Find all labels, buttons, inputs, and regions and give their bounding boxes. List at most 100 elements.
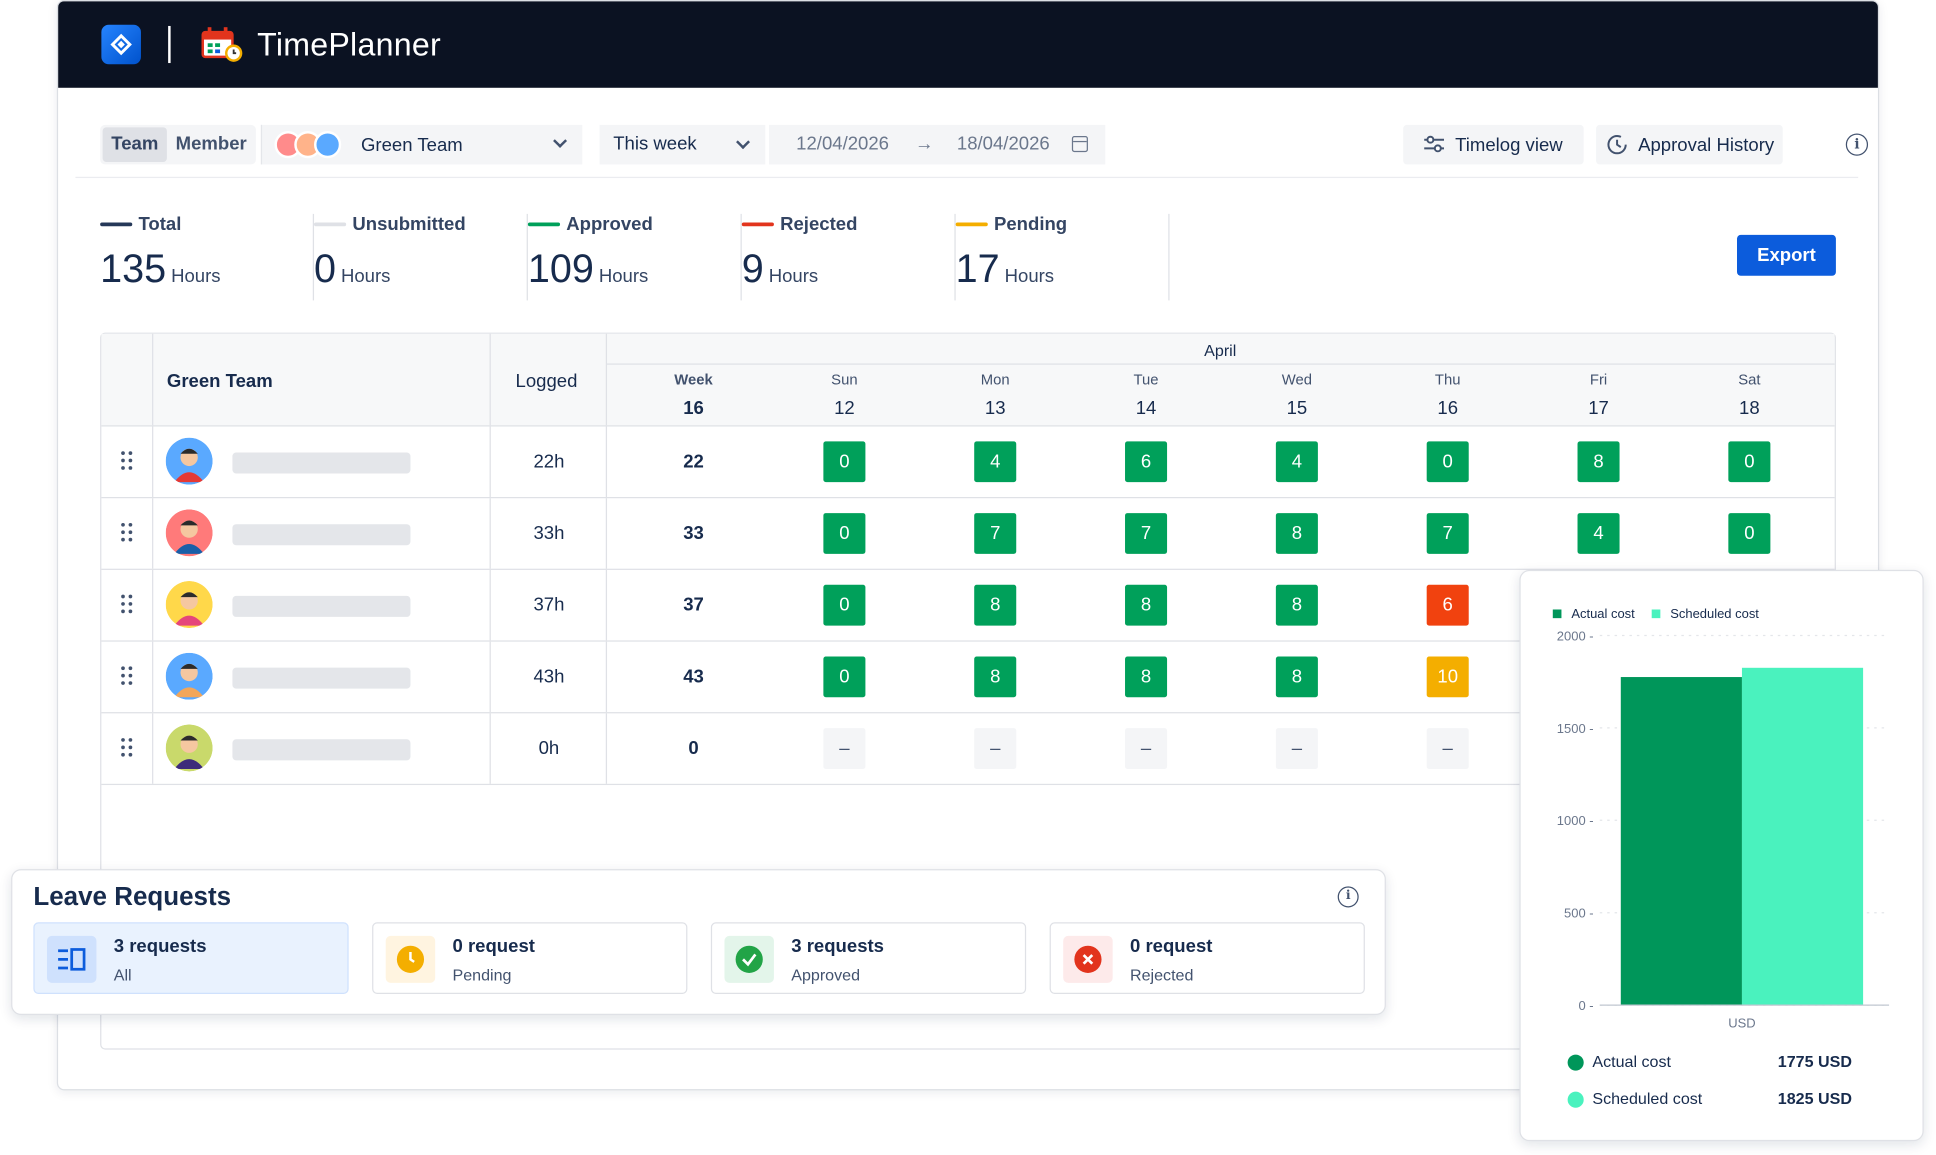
logged-hours: 33h [533,522,565,544]
member-name-placeholder [232,739,411,761]
team-avatars [274,131,342,159]
legend-dot [1567,1091,1584,1108]
logged-hours: 37h [533,594,565,616]
day-hours-cell[interactable]: 8 [1275,513,1318,554]
day-hours-cell[interactable]: 8 [1125,584,1168,626]
day-hours-cell[interactable]: 0 [1728,441,1771,483]
day-hours-cell[interactable]: 4 [1275,441,1318,483]
drag-handle-icon[interactable] [121,522,133,543]
team-select-value: Green Team [360,134,463,156]
cost-bar-chart: Actual cost Scheduled cost 2000 - 1500 - 100… [1552,606,1890,1030]
logged-hours: 43h [533,666,565,688]
tab-member[interactable]: Member [175,133,247,155]
app-title: TimePlanner [257,25,441,63]
drag-handle-icon[interactable] [121,594,133,615]
day-hours-cell[interactable]: 0 [823,656,866,698]
legend-swatch [1651,609,1661,619]
y-tick-label: 500 - [1564,906,1594,921]
table-row[interactable]: 0h 0 – – – – – [101,713,1835,786]
approval-history-button[interactable]: Approval History [1596,124,1783,165]
day-hours-cell[interactable]: 8 [1577,441,1620,483]
day-hours-cell[interactable]: – [1275,728,1318,769]
day-hours-cell[interactable]: 8 [974,584,1017,626]
month-label: April [1204,341,1237,360]
table-row[interactable]: 33h 33 0 7 7 8 7 4 0 [101,498,1835,570]
table-row[interactable]: 37h 37 0 8 8 8 6 [101,569,1835,642]
week-total: 43 [683,666,704,688]
avatar [314,131,342,159]
legend-label: Actual cost [1571,606,1635,621]
stat-number: 0 [314,246,337,291]
day-hours-cell[interactable]: 8 [1275,584,1318,626]
stat-number: 109 [527,246,594,291]
member-name-placeholder [232,452,411,474]
period-select[interactable]: This week [599,124,766,165]
leave-card-count: 3 requests [113,935,207,957]
day-number: 17 [1588,398,1609,420]
team-select[interactable]: Green Team [260,124,583,165]
leave-requests-title: Leave Requests [33,882,232,912]
stat-unit: Hours [171,265,221,287]
info-icon[interactable]: i [1337,886,1359,908]
day-hours-cell[interactable]: 0 [823,441,866,483]
day-hours-cell[interactable]: 7 [1125,513,1168,554]
day-column-header: Thu 16 [1392,371,1503,419]
day-hours-cell[interactable]: – [823,728,866,769]
day-hours-cell[interactable]: 4 [1577,513,1620,554]
day-hours-cell[interactable]: – [1125,728,1168,769]
day-hours-cell[interactable]: 7 [1426,513,1469,554]
day-hours-cell[interactable]: 6 [1125,441,1168,483]
filter-bar: Team Member Green Team This week 12/04/2… [100,124,1869,167]
week-column-header: Week 16 [638,371,749,419]
y-tick-label: 1000 - [1557,813,1594,828]
day-hours-cell[interactable]: 7 [974,513,1017,554]
drag-handle-icon[interactable] [121,738,133,758]
leave-card-status: Pending [452,965,512,985]
stat-pending: Pending 17 Hours [955,211,1170,301]
leave-card-all[interactable]: 3 requests All [33,922,349,994]
week-total: 33 [683,522,704,544]
team-column-header: Green Team [166,370,273,392]
day-hours-cell[interactable]: 0 [823,584,866,626]
info-icon[interactable]: i [1845,133,1869,156]
avatar [165,509,213,557]
stat-divider [954,213,956,301]
export-button[interactable]: Export [1737,234,1836,276]
day-hours-cell[interactable]: – [1426,728,1469,769]
day-number: 16 [1437,398,1459,420]
day-hours-cell[interactable]: – [974,728,1017,769]
stat-unit: Hours [768,265,819,287]
leave-card-pending[interactable]: 0 request Pending [372,922,688,994]
stat-number: 17 [955,246,1000,291]
day-hours-cell[interactable]: 0 [823,513,866,554]
day-hours-cell[interactable]: 8 [1125,656,1168,698]
cross-circle-icon [1063,935,1113,983]
table-row[interactable]: 22h 22 0 4 6 4 0 8 0 [101,426,1835,499]
jira-logo-icon[interactable] [101,24,141,65]
table-row[interactable]: 43h 43 0 8 8 8 10 [101,641,1835,714]
day-hours-cell[interactable]: 0 [1728,513,1771,554]
approval-history-label: Approval History [1638,134,1775,156]
tab-team[interactable]: Team [102,127,167,162]
date-range-picker[interactable]: 12/04/2026 → 18/04/2026 [768,124,1106,165]
leave-card-rejected[interactable]: 0 request Rejected [1049,922,1365,994]
check-circle-icon [724,935,774,983]
day-hours-cell[interactable]: 10 [1426,656,1469,698]
day-name: Wed [1281,370,1313,389]
calendar-icon[interactable] [1071,135,1088,153]
bar-actual-cost [1620,677,1742,1006]
day-hours-cell[interactable]: 4 [974,441,1017,483]
day-hours-cell[interactable]: 6 [1426,584,1469,626]
stat-value: 135 Hours [100,246,220,292]
drag-handle-icon[interactable] [121,451,133,471]
legend-swatch [741,222,774,227]
avatar [165,724,213,772]
timelog-view-button[interactable]: Timelog view [1403,124,1584,165]
day-hours-cell[interactable]: 8 [1275,656,1318,698]
day-hours-cell[interactable]: 8 [974,656,1017,698]
day-hours-cell[interactable]: 0 [1426,441,1469,483]
cost-total-name: Scheduled cost [1592,1089,1703,1108]
leave-card-approved[interactable]: 3 requests Approved [710,922,1027,994]
drag-handle-icon[interactable] [121,666,133,686]
arrow-right-icon: → [914,133,934,155]
